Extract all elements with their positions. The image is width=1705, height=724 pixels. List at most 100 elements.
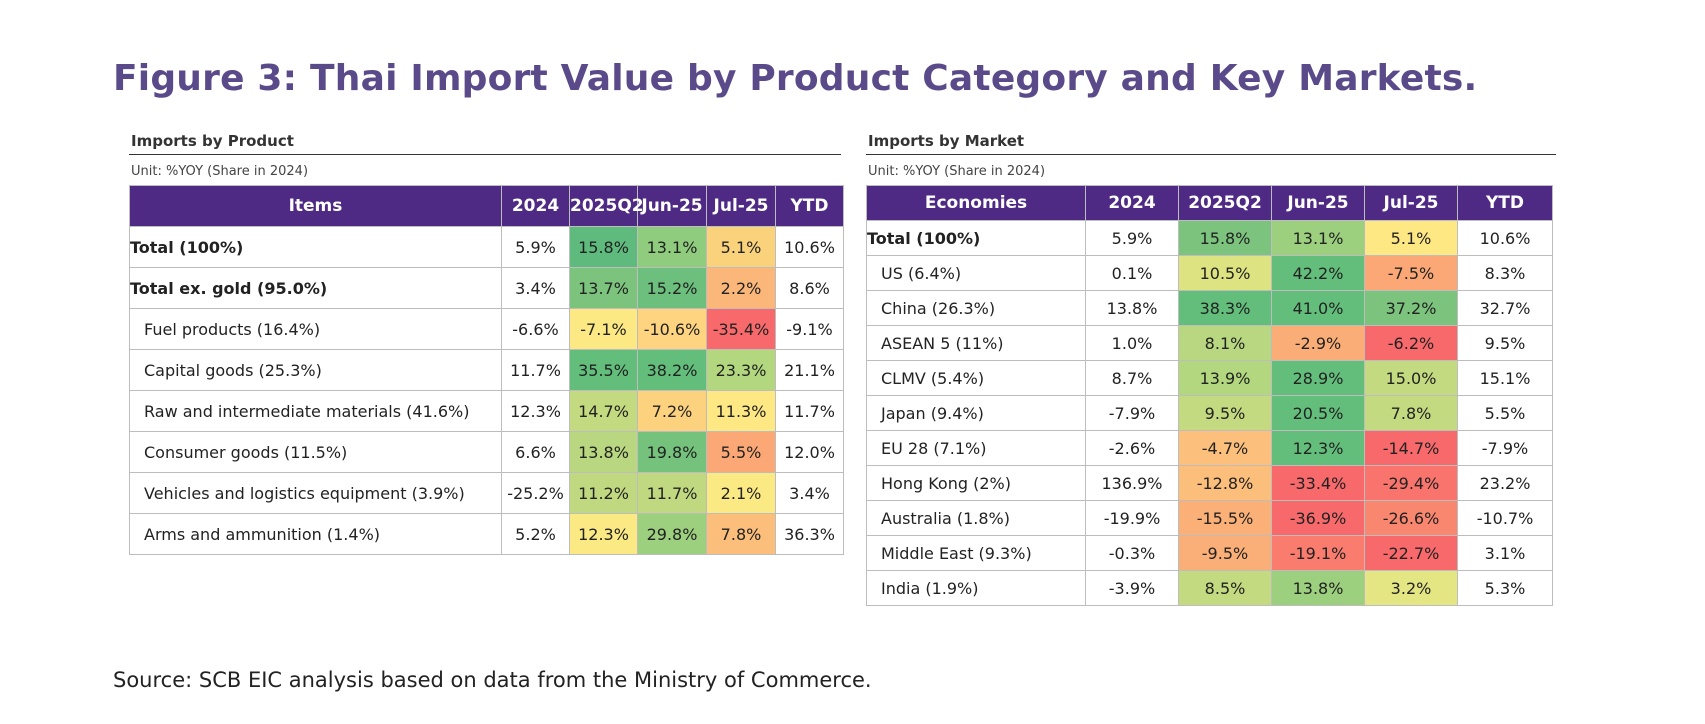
value-cell: -19.1% [1271,535,1365,571]
table-row: Middle East (9.3%) -0.3% -9.5% -19.1% -22.7%… [866,535,1553,571]
value-cell: 35.5% [569,349,638,391]
value-cell: -2.6% [1085,430,1179,466]
value-cell: 12.3% [569,513,638,555]
product-header-row: Items 2024 2025Q2 Jun-25 Jul-25 YTD [129,185,844,227]
value-cell: 5.1% [706,226,776,268]
value-cell: 37.2% [1364,290,1458,326]
row-label: India (1.9%) [866,570,1086,606]
market-header-1: 2024 [1085,185,1179,221]
value-cell: 7.2% [637,390,707,432]
table-row: Arms and ammunition (1.4%) 5.2% 12.3% 29.8%… [129,513,844,555]
value-cell: 5.9% [1085,220,1179,256]
row-label: Capital goods (25.3%) [129,349,502,391]
table-row: CLMV (5.4%) 8.7% 13.9% 28.9% 15.0% 15.1% [866,360,1553,396]
value-cell: 13.1% [637,226,707,268]
value-cell: 14.7% [569,390,638,432]
value-cell: 2.2% [706,267,776,309]
value-cell: -33.4% [1271,465,1365,501]
value-cell: -7.9% [1085,395,1179,431]
table-row: Raw and intermediate materials (41.6%) 12… [129,390,844,432]
row-label: CLMV (5.4%) [866,360,1086,396]
value-cell: 29.8% [637,513,707,555]
row-label: Australia (1.8%) [866,500,1086,536]
value-cell: 8.1% [1178,325,1272,361]
value-cell: 13.1% [1271,220,1365,256]
value-cell: -2.9% [1271,325,1365,361]
table-row: US (6.4%) 0.1% 10.5% 42.2% -7.5% 8.3% [866,255,1553,291]
value-cell: 8.5% [1178,570,1272,606]
value-cell: 36.3% [775,513,844,555]
row-label: Japan (9.4%) [866,395,1086,431]
table-row: Hong Kong (2%) 136.9% -12.8% -33.4% -29.4% 23… [866,465,1553,501]
value-cell: 11.3% [706,390,776,432]
market-header-3: Jun-25 [1271,185,1365,221]
value-cell: 8.7% [1085,360,1179,396]
market-unit-label: Unit: %YOY (Share in 2024) [868,164,1046,179]
value-cell: 9.5% [1178,395,1272,431]
value-cell: 13.8% [1271,570,1365,606]
value-cell: -22.7% [1364,535,1458,571]
value-cell: 13.7% [569,267,638,309]
value-cell: 10.6% [775,226,844,268]
market-panel-title: Imports by Market [868,132,1025,150]
table-row: ASEAN 5 (11%) 1.0% 8.1% -2.9% -6.2% 9.5% [866,325,1553,361]
row-label: Fuel products (16.4%) [129,308,502,350]
value-cell: 12.3% [1271,430,1365,466]
value-cell: 7.8% [706,513,776,555]
value-cell: 10.5% [1178,255,1272,291]
value-cell: -15.5% [1178,500,1272,536]
row-label: EU 28 (7.1%) [866,430,1086,466]
table-row: Total (100%) 5.9% 15.8% 13.1% 5.1% 10.6% [129,226,844,268]
market-header-5: YTD [1457,185,1553,221]
value-cell: -10.7% [1457,500,1553,536]
value-cell: 41.0% [1271,290,1365,326]
table-row: Vehicles and logistics equipment (3.9%) -… [129,472,844,514]
row-label: Consumer goods (11.5%) [129,431,502,473]
value-cell: 38.2% [637,349,707,391]
value-cell: 3.4% [501,267,570,309]
row-label: ASEAN 5 (11%) [866,325,1086,361]
market-header-2: 2025Q2 [1178,185,1272,221]
value-cell: -29.4% [1364,465,1458,501]
value-cell: 11.2% [569,472,638,514]
value-cell: 32.7% [1457,290,1553,326]
value-cell: 5.2% [501,513,570,555]
value-cell: 5.3% [1457,570,1553,606]
value-cell: 23.2% [1457,465,1553,501]
row-label: Hong Kong (2%) [866,465,1086,501]
value-cell: 15.8% [1178,220,1272,256]
value-cell: 5.5% [1457,395,1553,431]
value-cell: 6.6% [501,431,570,473]
value-cell: 11.7% [501,349,570,391]
product-table: Items 2024 2025Q2 Jun-25 Jul-25 YTD Total (10… [129,185,844,555]
value-cell: -6.6% [501,308,570,350]
value-cell: -4.7% [1178,430,1272,466]
table-row: Total (100%) 5.9% 15.8% 13.1% 5.1% 10.6% [866,220,1553,256]
value-cell: 23.3% [706,349,776,391]
value-cell: 19.8% [637,431,707,473]
value-cell: 8.3% [1457,255,1553,291]
value-cell: 12.0% [775,431,844,473]
value-cell: -7.9% [1457,430,1553,466]
value-cell: 11.7% [637,472,707,514]
value-cell: 15.8% [569,226,638,268]
value-cell: -7.5% [1364,255,1458,291]
value-cell: 1.0% [1085,325,1179,361]
value-cell: 5.9% [501,226,570,268]
value-cell: 15.1% [1457,360,1553,396]
value-cell: 9.5% [1457,325,1553,361]
table-row: Total ex. gold (95.0%) 3.4% 13.7% 15.2% 2.2%… [129,267,844,309]
row-label: Total ex. gold (95.0%) [129,267,502,309]
value-cell: -36.9% [1271,500,1365,536]
row-label: US (6.4%) [866,255,1086,291]
table-row: Australia (1.8%) -19.9% -15.5% -36.9% -26.6%… [866,500,1553,536]
value-cell: -35.4% [706,308,776,350]
value-cell: 5.1% [1364,220,1458,256]
value-cell: 15.2% [637,267,707,309]
value-cell: -12.8% [1178,465,1272,501]
product-unit-label: Unit: %YOY (Share in 2024) [131,164,309,179]
value-cell: 7.8% [1364,395,1458,431]
value-cell: 20.5% [1271,395,1365,431]
value-cell: 28.9% [1271,360,1365,396]
row-label: China (26.3%) [866,290,1086,326]
